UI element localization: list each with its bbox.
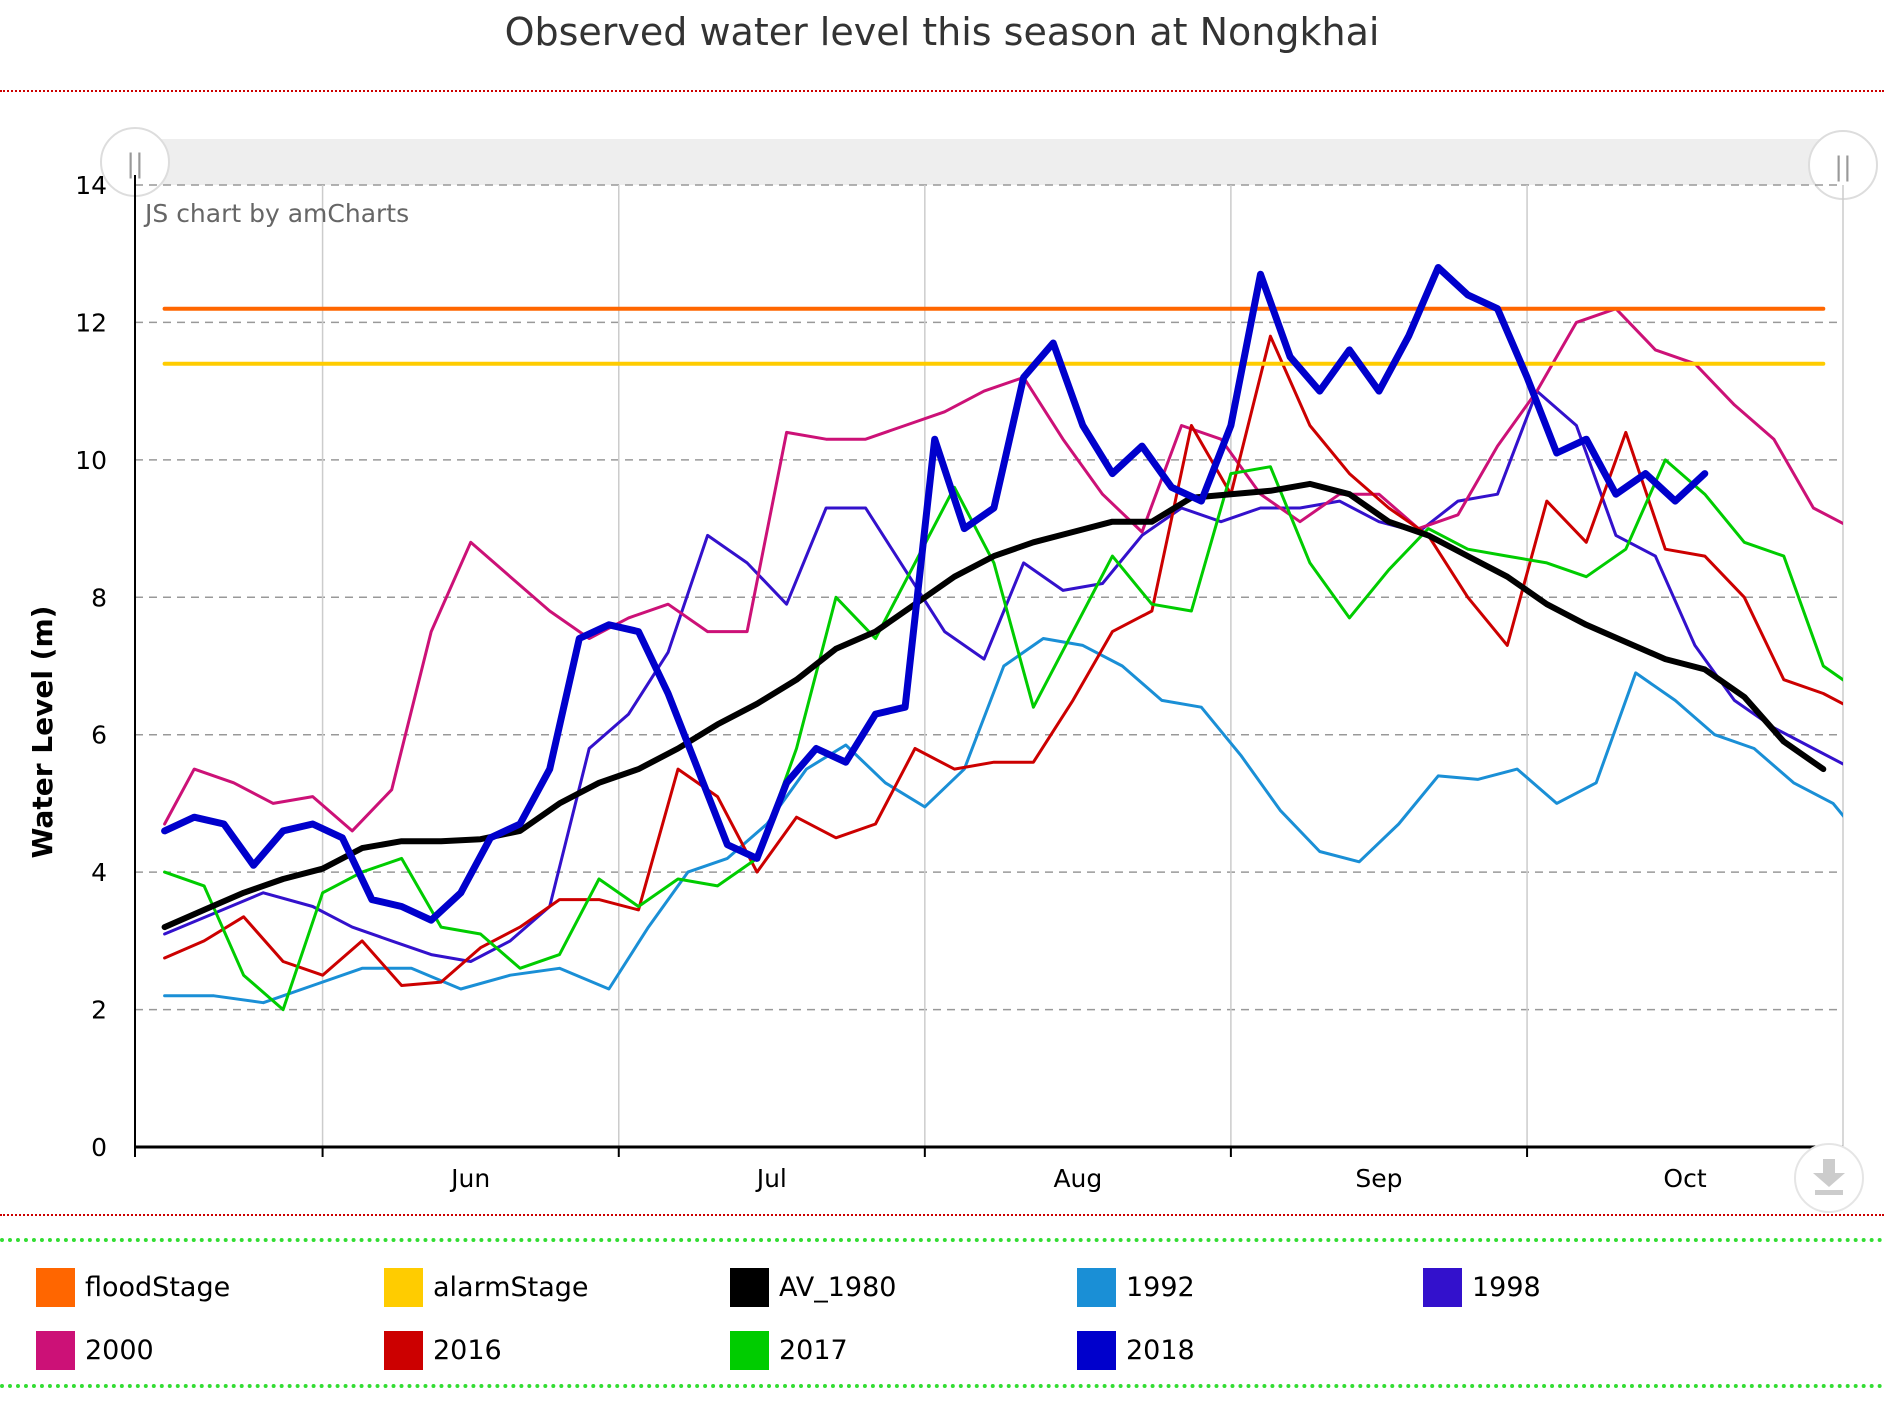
series-line-av-1980[interactable] xyxy=(161,480,1827,931)
legend-item-2017[interactable]: 2017 xyxy=(730,1330,848,1370)
scrollbar-track[interactable] xyxy=(135,139,1845,185)
top-divider xyxy=(0,90,1884,92)
legend-top-border xyxy=(0,1238,1884,1242)
legend-item-2000[interactable]: 2000 xyxy=(36,1330,154,1370)
grid xyxy=(135,184,1844,1147)
chart-title: Observed water level this season at Nong… xyxy=(504,10,1380,54)
y-tick-label: 8 xyxy=(91,583,107,612)
legend-label: 1998 xyxy=(1472,1271,1541,1303)
x-tick-label: Jul xyxy=(755,1164,787,1193)
legend-label: 2017 xyxy=(779,1334,848,1366)
series-line-1998[interactable] xyxy=(163,389,1884,963)
scrollbar-right-handle[interactable]: || xyxy=(1808,130,1878,200)
legend-label: AV_1980 xyxy=(779,1271,897,1303)
bottom-divider xyxy=(0,1214,1884,1216)
legend-swatch xyxy=(36,1330,75,1370)
export-button[interactable] xyxy=(1794,1143,1864,1213)
y-tick-label: 14 xyxy=(75,171,107,200)
series-line-2000[interactable] xyxy=(163,307,1884,833)
series-line-1992[interactable] xyxy=(163,637,1884,1005)
chart-plot: || || 0 2 4 6 8 10 12 14 Jun Jul Aug Sep Oct JS char… xyxy=(26,127,1884,1213)
legend-swatch xyxy=(384,1267,423,1307)
legend-label: alarmStage xyxy=(433,1271,589,1303)
legend-swatch xyxy=(1423,1267,1462,1307)
axes: 0 2 4 6 8 10 12 14 Jun Jul Aug Sep Oct xyxy=(75,171,1844,1193)
series-line-2017[interactable] xyxy=(163,458,1884,1012)
x-tick-label: Jun xyxy=(449,1164,490,1193)
legend-swatch xyxy=(730,1330,769,1370)
legend: floodStage alarmStage AV_1980 1992 1998 2000 2… xyxy=(0,1262,1884,1390)
y-axis-label: Water Level (m) xyxy=(26,606,59,859)
y-tick-label: 0 xyxy=(91,1133,107,1162)
scrollbar-right-grip: || xyxy=(1834,152,1852,182)
legend-item-1998[interactable]: 1998 xyxy=(1423,1267,1541,1307)
download-icon xyxy=(1813,1159,1845,1195)
legend-item-floodstage[interactable]: floodStage xyxy=(36,1267,230,1307)
legend-label: 2018 xyxy=(1126,1334,1195,1366)
legend-item-2016[interactable]: 2016 xyxy=(384,1330,502,1370)
legend-label: 2000 xyxy=(85,1334,154,1366)
x-tick-label: Oct xyxy=(1663,1164,1706,1193)
y-tick-label: 10 xyxy=(75,446,107,475)
series-line-2018[interactable] xyxy=(161,264,1709,924)
legend-swatch xyxy=(1077,1267,1116,1307)
legend-item-1992[interactable]: 1992 xyxy=(1077,1267,1195,1307)
scrollbar-left-grip: || xyxy=(126,149,144,179)
series-lines xyxy=(161,264,1884,1012)
legend-item-alarmstage[interactable]: alarmStage xyxy=(384,1267,589,1307)
legend-item-2018[interactable]: 2018 xyxy=(1077,1330,1195,1370)
y-tick-label: 4 xyxy=(91,858,107,887)
legend-bottom-border xyxy=(0,1384,1884,1388)
y-tick-label: 6 xyxy=(91,721,107,750)
legend-label: 2016 xyxy=(433,1334,502,1366)
legend-swatch xyxy=(36,1267,75,1307)
legend-swatch xyxy=(730,1267,769,1307)
legend-label: 1992 xyxy=(1126,1271,1195,1303)
chart-credit[interactable]: JS chart by amCharts xyxy=(143,199,409,228)
y-tick-label: 12 xyxy=(75,308,107,337)
legend-swatch xyxy=(384,1330,423,1370)
x-tick-label: Sep xyxy=(1355,1164,1402,1193)
legend-item-av-1980[interactable]: AV_1980 xyxy=(730,1267,896,1307)
x-tick-label: Aug xyxy=(1053,1164,1102,1193)
legend-label: floodStage xyxy=(85,1271,231,1303)
y-tick-label: 2 xyxy=(91,996,107,1025)
legend-swatch xyxy=(1077,1330,1116,1370)
